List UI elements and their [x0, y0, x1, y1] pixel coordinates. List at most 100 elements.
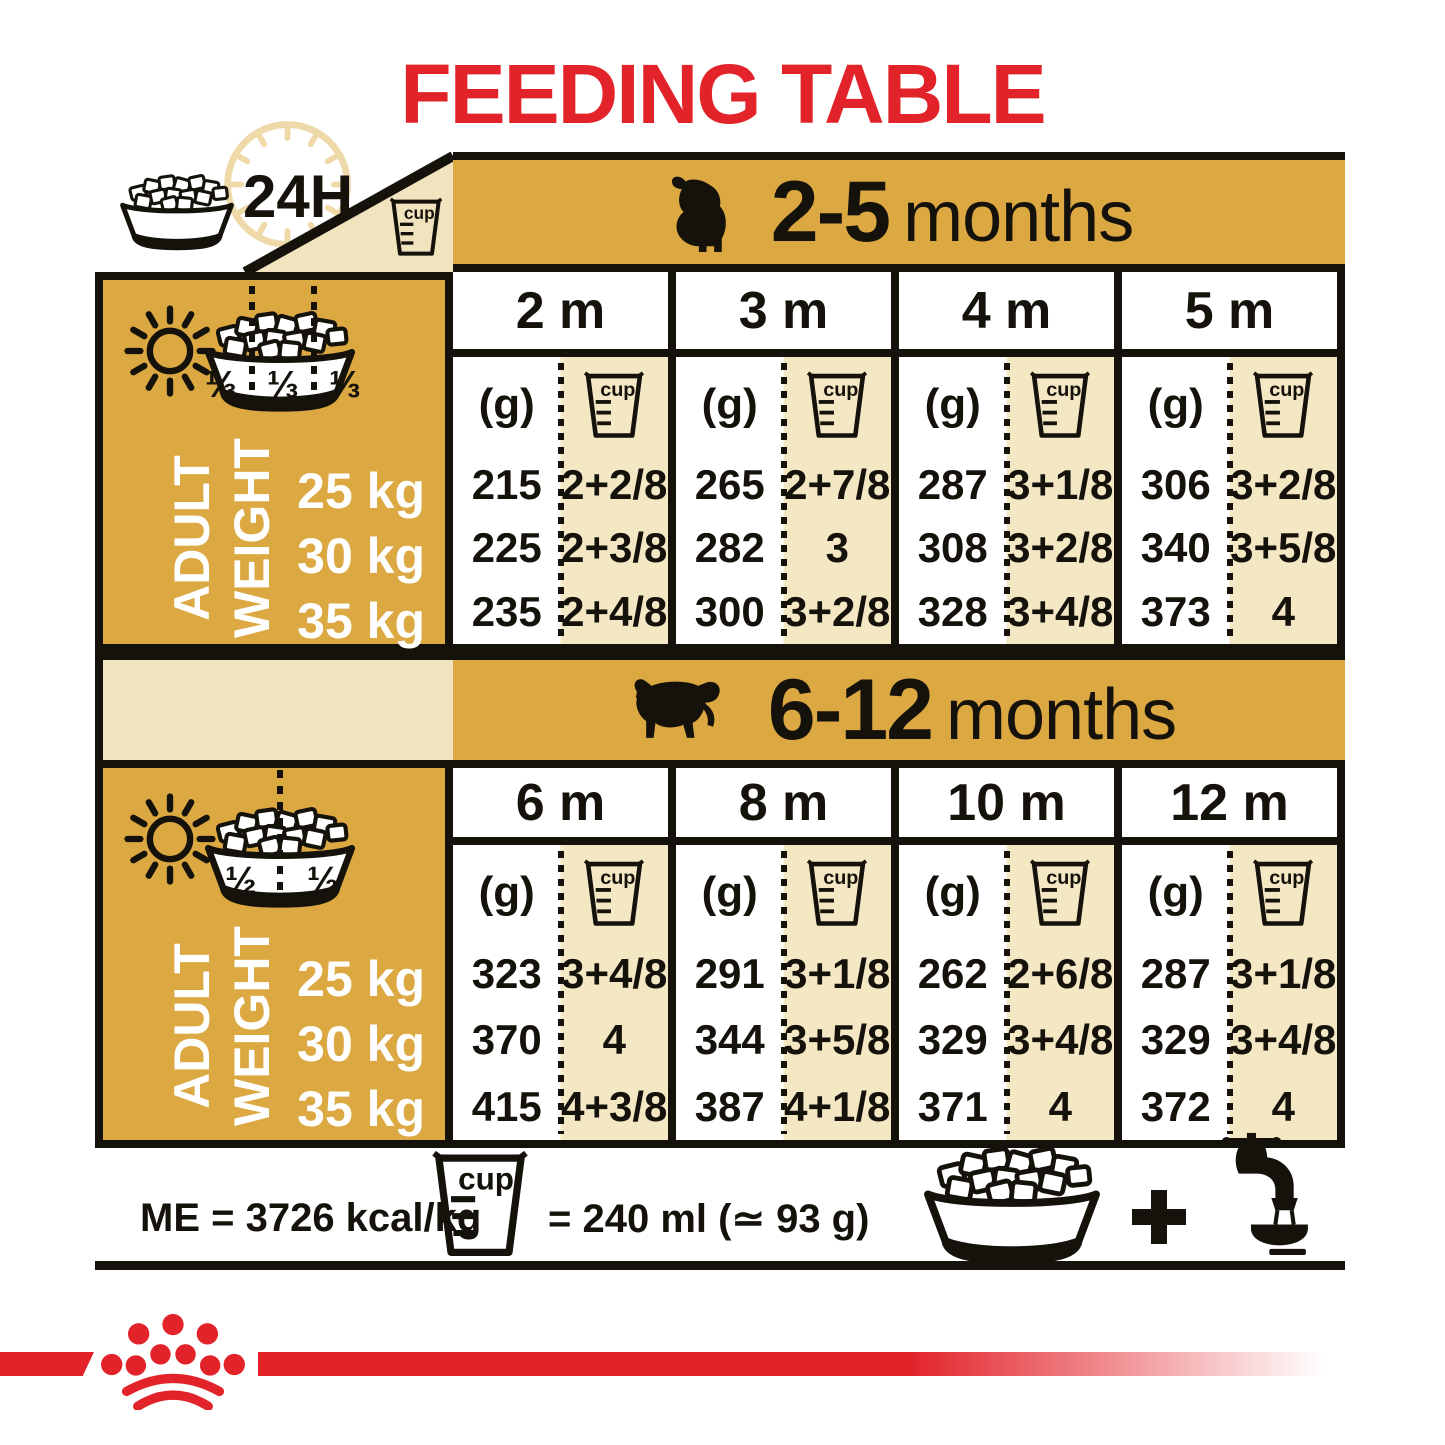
month-column: (g) 215 2+2/8 225 2+3/8 235 2+4/8 — [453, 357, 676, 652]
puppy-icon — [665, 172, 729, 252]
month-header: 4 m — [899, 272, 1122, 357]
cup-icon — [1028, 856, 1092, 930]
cup-value: 3+1/8 — [784, 950, 891, 998]
cup-icon — [428, 1146, 532, 1262]
me-energy-label: ME = 3726 kcal/kg — [140, 1196, 482, 1240]
portion-fraction: ½ — [307, 860, 339, 902]
cup-icon — [582, 856, 646, 930]
grams-value: 373 — [1140, 588, 1211, 636]
grams-value: 215 — [471, 460, 542, 508]
grams-unit-label: (g) — [1147, 380, 1204, 429]
cup-value: 4 — [1271, 1082, 1295, 1130]
cup-value: 2+7/8 — [784, 460, 891, 508]
food-bowl-icon — [896, 1140, 1128, 1268]
grams-value: 370 — [471, 1016, 542, 1064]
grams-value: 291 — [694, 950, 765, 998]
grams-value: 329 — [1140, 1016, 1211, 1064]
month-column: (g) 306 3+2/8 340 3+5/8 373 4 — [1122, 357, 1345, 652]
portion-fraction: ½ — [225, 860, 257, 902]
grams-unit-label: (g) — [478, 868, 535, 917]
cup-value: 3+1/8 — [1230, 950, 1337, 998]
month-column: (g) 291 3+1/8 344 3+5/8 387 4+1/8 — [676, 845, 899, 1148]
age-band-6-12-months: 6-12 months — [453, 652, 1345, 768]
grams-value: 308 — [917, 524, 988, 572]
cup-value: 3+4/8 — [1007, 1016, 1114, 1064]
cup-value: 2+6/8 — [1007, 950, 1114, 998]
cup-icon — [805, 368, 869, 442]
age-unit: months — [903, 176, 1134, 257]
cup-value: 3+5/8 — [1230, 524, 1337, 572]
months-grid-2-5: 2 m 3 m 4 m 5 m (g) 215 2+2/8 225 2+3/8 … — [453, 272, 1345, 652]
portion-fraction: ⅓ — [205, 364, 237, 406]
grams-value: 262 — [917, 950, 988, 998]
cup-value: 3+2/8 — [1007, 524, 1114, 572]
cup-value: 3+4/8 — [1230, 1016, 1337, 1064]
cup-icon — [1028, 368, 1092, 442]
weight-label: 30 kg — [297, 1016, 425, 1072]
cup-value: 4+3/8 — [561, 1082, 668, 1130]
cup-value: 4 — [602, 1016, 626, 1064]
water-tap-icon — [1194, 1132, 1312, 1262]
cup-value: 4+1/8 — [784, 1082, 891, 1130]
weight-label: 25 kg — [297, 463, 425, 519]
grams-value: 372 — [1140, 1082, 1211, 1130]
age-range: 2-5 — [770, 163, 891, 260]
page-title: FEEDING TABLE — [400, 47, 1046, 141]
cup-value: 3+2/8 — [1230, 460, 1337, 508]
grams-value: 328 — [917, 588, 988, 636]
grams-value: 235 — [471, 588, 542, 636]
corner-diagonal — [95, 151, 456, 277]
weight-label: 35 kg — [297, 1081, 425, 1137]
month-column: (g) 323 3+4/8 370 4 415 4+3/8 — [453, 845, 676, 1148]
age-range: 6-12 — [767, 661, 934, 758]
month-header: 5 m — [1122, 272, 1345, 357]
cup-icon — [805, 856, 869, 930]
month-column: (g) 265 2+7/8 282 3 300 3+2/8 — [676, 357, 899, 652]
month-header: 8 m — [676, 768, 899, 845]
food-bowl-icon: ⅓ ⅓ ⅓ — [181, 286, 379, 415]
grams-unit-label: (g) — [1147, 868, 1204, 917]
moon-icon — [401, 308, 453, 364]
cup-icon — [582, 368, 646, 442]
cup-equivalence-label: = 240 ml (≃ 93 g) — [548, 1197, 870, 1241]
cup-value: 3+1/8 — [1007, 460, 1114, 508]
month-column: (g) 262 2+6/8 329 3+4/8 371 4 — [899, 845, 1122, 1148]
weight-label: 35 kg — [297, 593, 425, 649]
month-header: 3 m — [676, 272, 899, 357]
month-column: (g) 287 3+1/8 329 3+4/8 372 4 — [1122, 845, 1345, 1148]
moon-icon — [401, 796, 453, 852]
grams-value: 225 — [471, 524, 542, 572]
cup-icon — [1251, 368, 1315, 442]
grams-value: 287 — [917, 460, 988, 508]
month-column: (g) 287 3+1/8 308 3+2/8 328 3+4/8 — [899, 357, 1122, 652]
grams-value: 282 — [694, 524, 765, 572]
cup-value: 2+3/8 — [561, 524, 668, 572]
grams-value: 344 — [694, 1016, 765, 1064]
cup-value: 3+5/8 — [784, 1016, 891, 1064]
cup-value: 3 — [825, 524, 849, 572]
adult-weight-label: ADULT WEIGHT — [164, 926, 280, 1126]
weight-label: 25 kg — [297, 951, 425, 1007]
meal-split-panel-6-12: ½ ½ ADULT WEIGHT 25 kg 30 kg 35 kg — [95, 768, 453, 1148]
months-grid-6-12: 6 m 8 m 10 m 12 m (g) 323 3+4/8 370 4 41… — [453, 768, 1345, 1148]
age-unit: months — [946, 674, 1177, 755]
plus-icon — [1132, 1190, 1186, 1244]
grams-unit-label: (g) — [701, 380, 758, 429]
grams-value: 340 — [1140, 524, 1211, 572]
band-left-spacer — [95, 652, 453, 768]
weight-label: 30 kg — [297, 528, 425, 584]
grams-value: 415 — [471, 1082, 542, 1130]
grams-unit-label: (g) — [701, 868, 758, 917]
grams-value: 387 — [694, 1082, 765, 1130]
cup-value: 2+2/8 — [561, 460, 668, 508]
grams-unit-label: (g) — [924, 380, 981, 429]
cup-value: 2+4/8 — [561, 588, 668, 636]
grams-value: 265 — [694, 460, 765, 508]
portion-fraction: ⅓ — [329, 364, 361, 406]
grams-value: 323 — [471, 950, 542, 998]
grams-value: 371 — [917, 1082, 988, 1130]
grams-value: 329 — [917, 1016, 988, 1064]
cup-value: 3+4/8 — [1007, 588, 1114, 636]
grams-value: 300 — [694, 588, 765, 636]
month-header: 10 m — [899, 768, 1122, 845]
